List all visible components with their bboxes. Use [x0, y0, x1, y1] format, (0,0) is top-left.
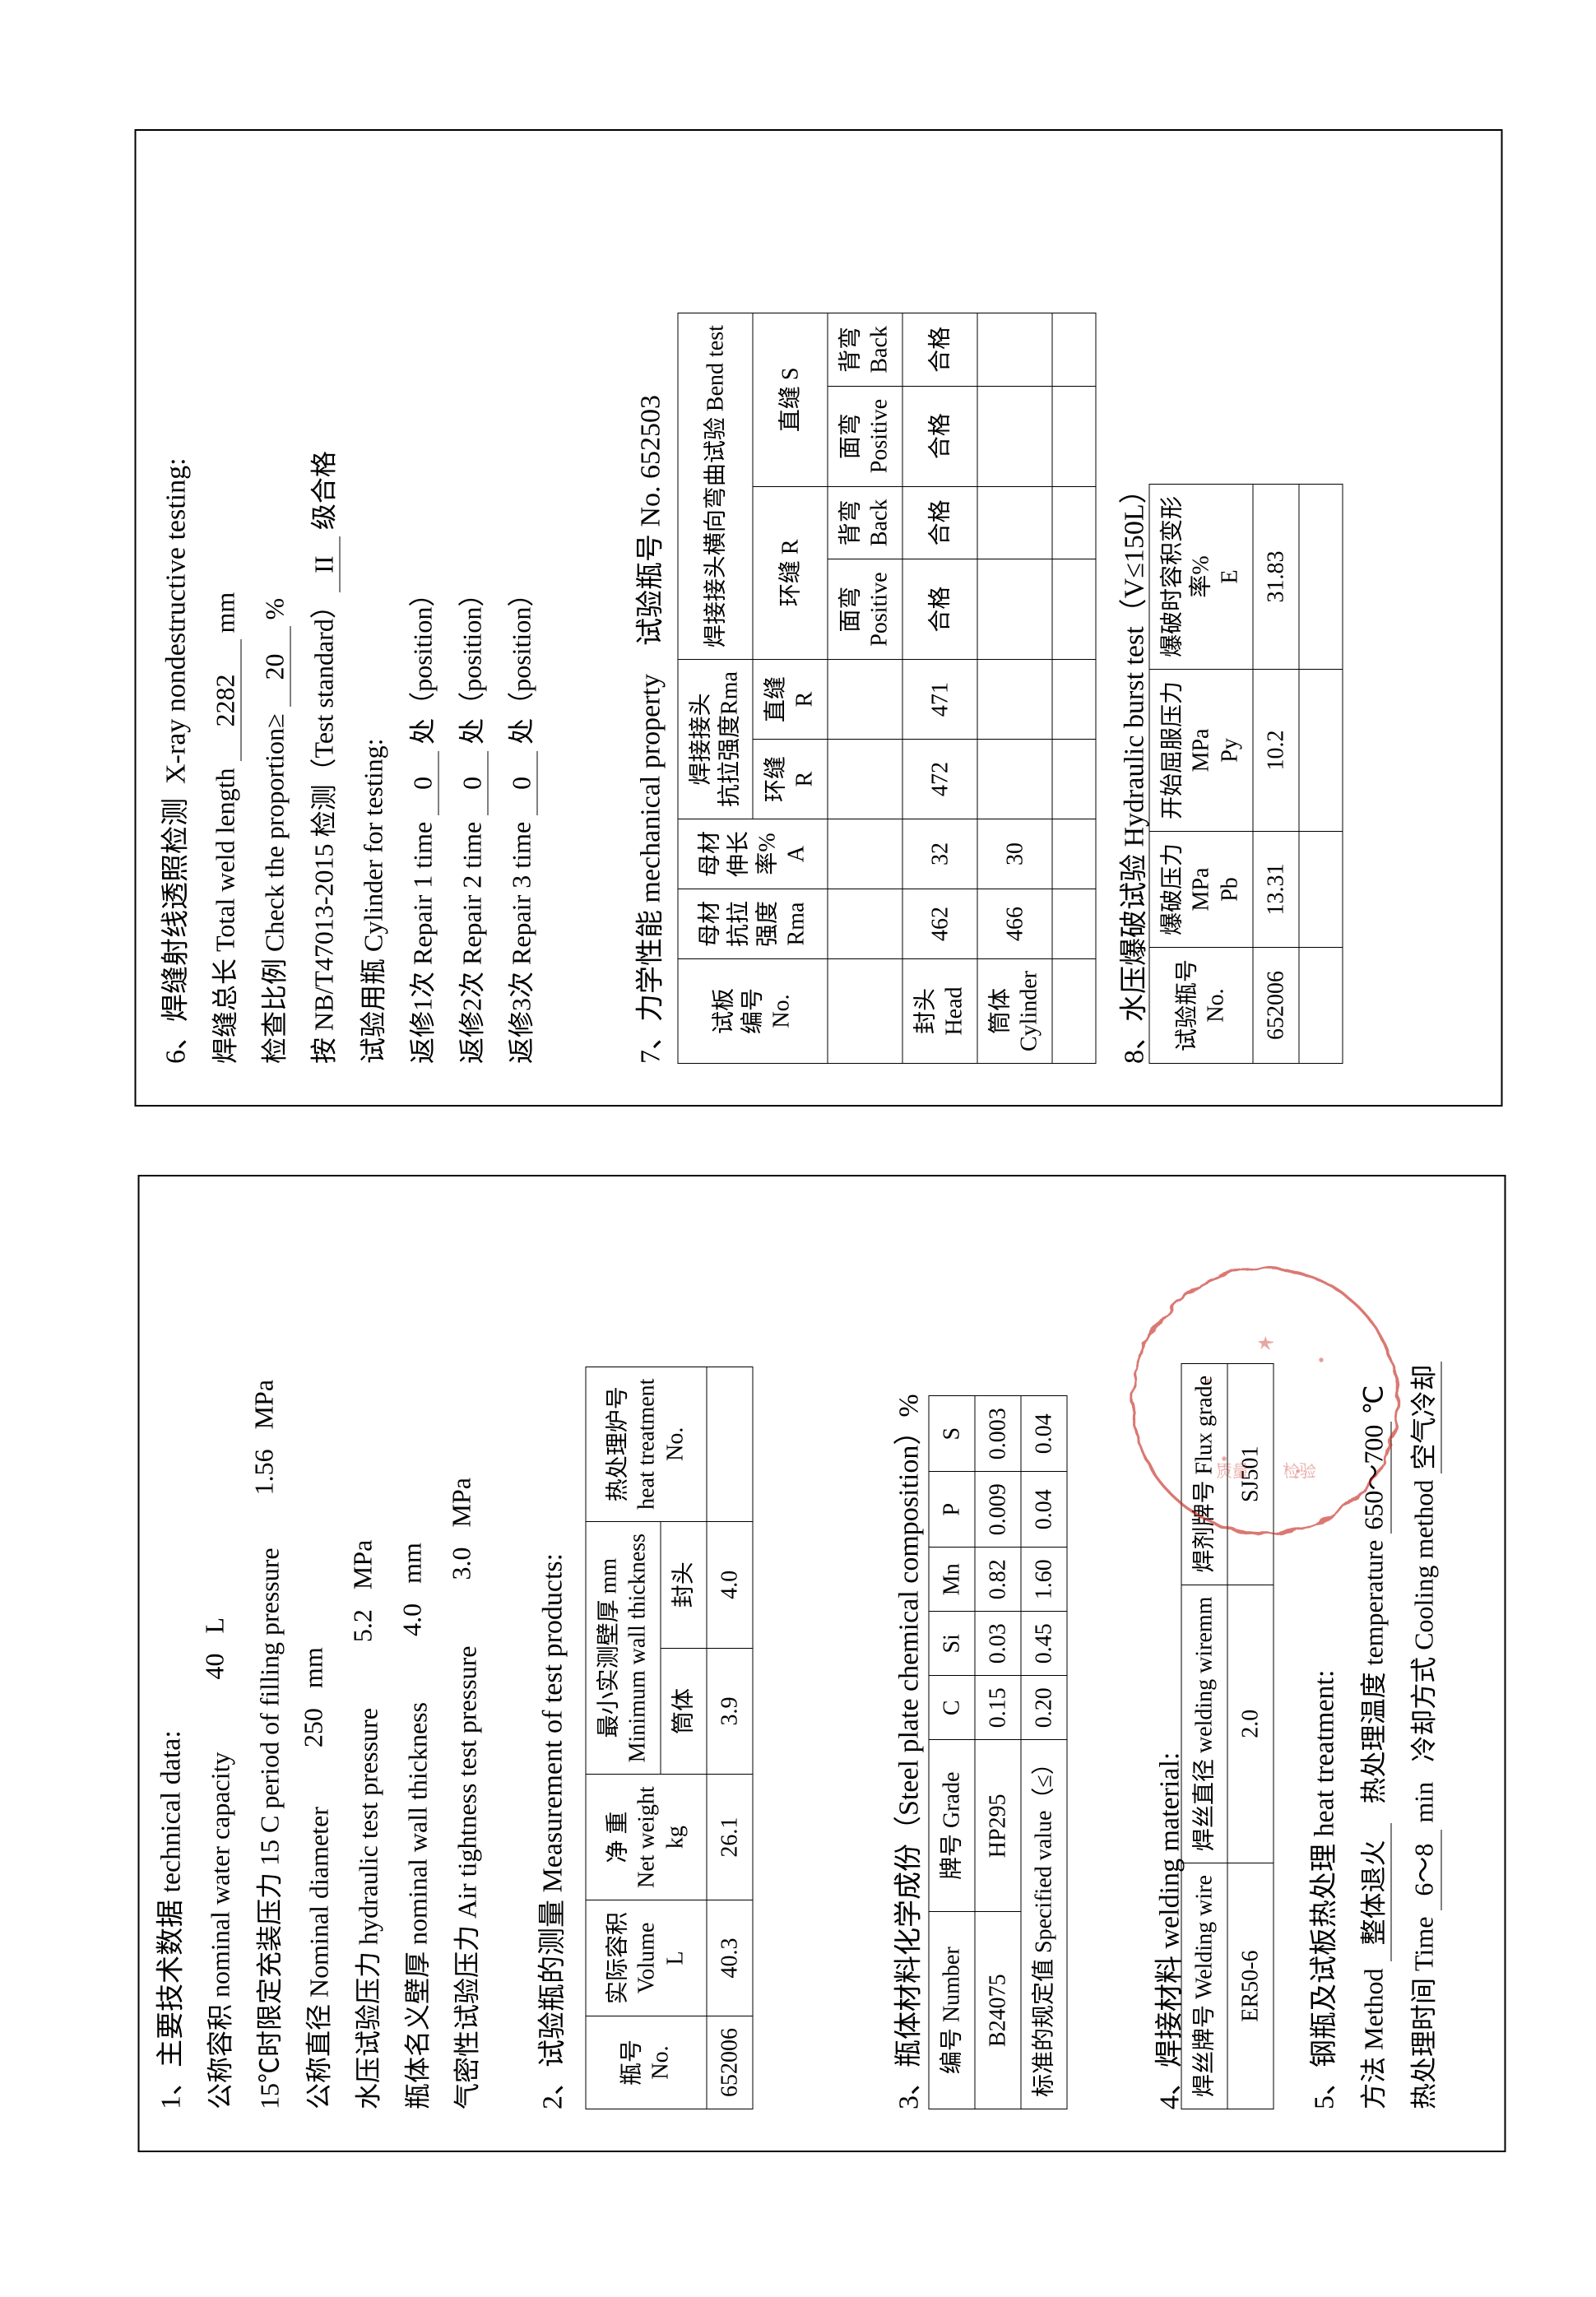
svg-text:★: ★: [1256, 1332, 1274, 1355]
svg-text:质量: 质量: [1216, 1462, 1249, 1481]
